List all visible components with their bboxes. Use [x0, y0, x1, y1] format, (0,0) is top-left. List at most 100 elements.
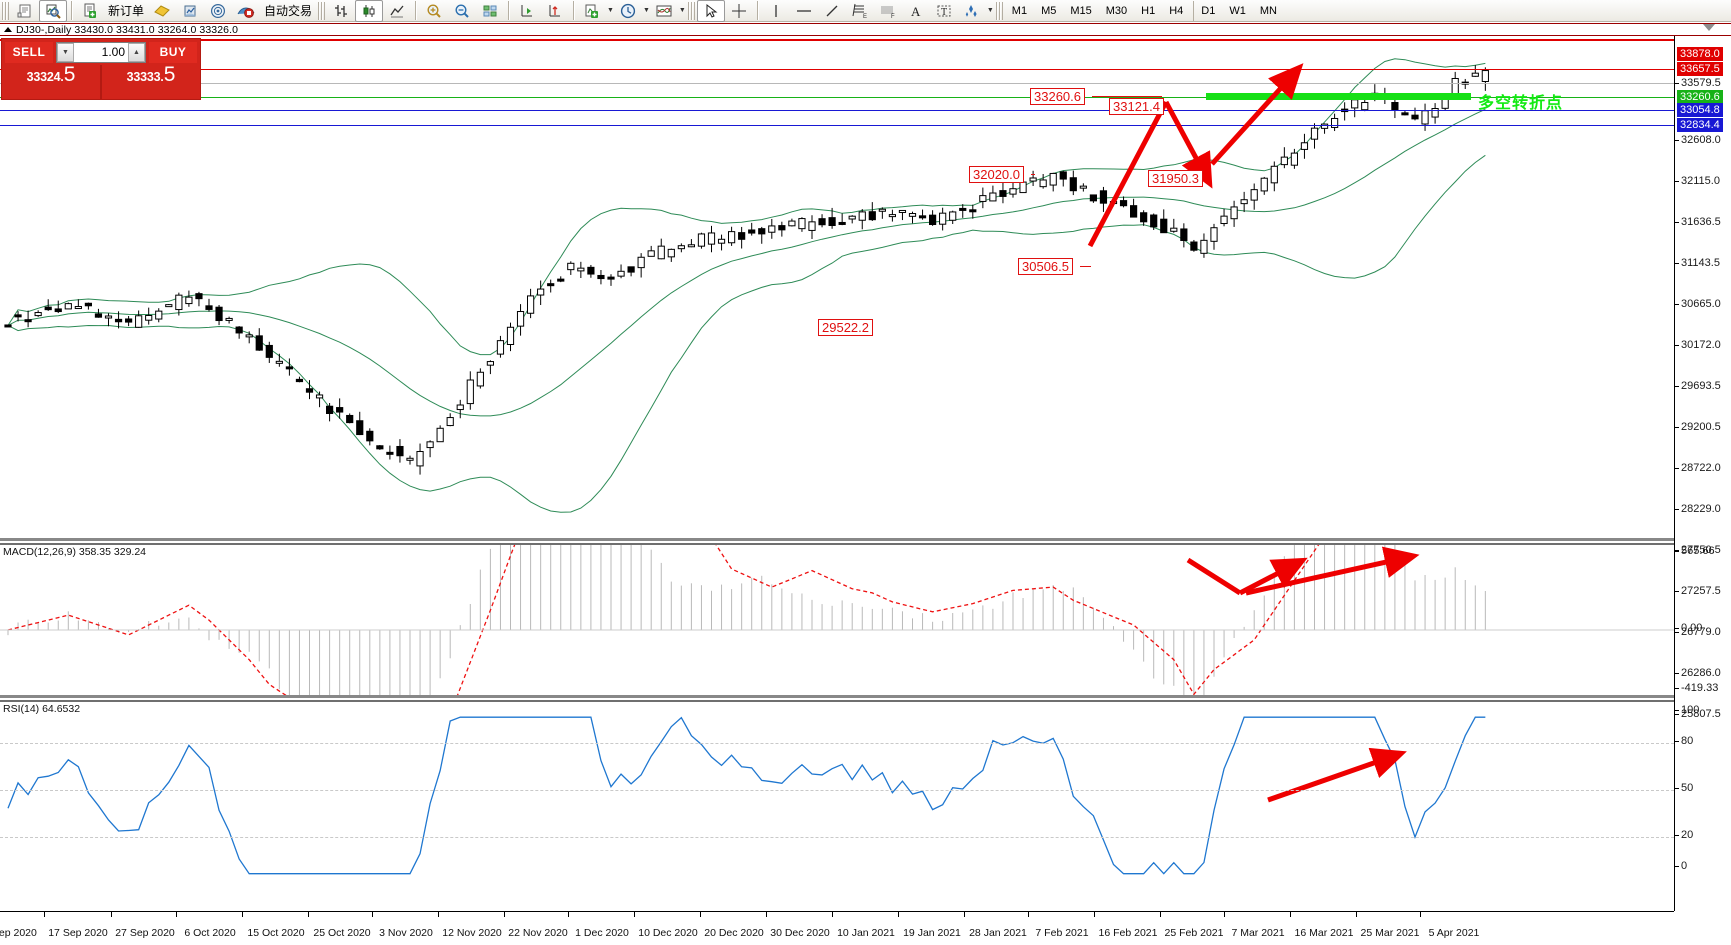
timeframe-m5[interactable]: M5 — [1034, 1, 1063, 21]
timeframe-m15[interactable]: M15 — [1063, 1, 1098, 21]
text-icon[interactable]: A — [902, 0, 930, 22]
toolbar-grip-4[interactable] — [996, 2, 1003, 20]
bar-chart-icon[interactable] — [327, 0, 355, 22]
price-annotation-31950-3[interactable]: 31950.3 — [1148, 170, 1203, 187]
line-chart-icon[interactable] — [383, 0, 411, 22]
horizontal-line-icon[interactable] — [790, 0, 818, 22]
toolbar-grip-2[interactable] — [318, 2, 325, 20]
macd-tick-000: 0.00 — [1675, 622, 1702, 634]
volume-increase-button[interactable]: ▲ — [128, 43, 145, 62]
cursor-icon[interactable] — [697, 0, 725, 22]
price-axis[interactable]: 33878.033657.533579.533260.633054.832834… — [1674, 36, 1731, 911]
price-annotation-32020-0[interactable]: 32020.0 — [969, 166, 1024, 183]
buy-price-frac: 5 — [164, 65, 176, 85]
market-watch-icon[interactable] — [39, 0, 67, 22]
time-label: 10 Jan 2021 — [837, 927, 895, 939]
templates-icon[interactable] — [650, 0, 678, 22]
volume-input[interactable]: ▼ 1.00 ▲ — [56, 42, 146, 63]
time-label: 5 Apr 2021 — [1429, 927, 1480, 939]
zoom-out-icon[interactable] — [448, 0, 476, 22]
rsi-pane[interactable]: RSI(14) 64.6532 — [0, 700, 1674, 913]
data-window-icon[interactable] — [176, 0, 204, 22]
time-tick-mark — [438, 912, 439, 917]
shapes-icon[interactable] — [958, 0, 986, 22]
equidistant-channel-icon[interactable]: F — [874, 0, 902, 22]
collapse-triangle-icon[interactable] — [4, 27, 12, 32]
terminal-icon[interactable] — [11, 0, 39, 22]
time-label: 1 Dec 2020 — [575, 927, 629, 939]
time-label: 25 Oct 2020 — [313, 927, 370, 939]
chinese-annotation: 多空转折点 — [1478, 89, 1563, 113]
sell-button[interactable]: SELL — [5, 42, 53, 63]
volume-value[interactable]: 1.00 — [74, 43, 128, 62]
toolbar-grip-3[interactable] — [688, 2, 695, 20]
trendline-icon[interactable] — [818, 0, 846, 22]
one-click-trading-panel[interactable]: SELL ▼ 1.00 ▲ BUY 33324.5 33333.5 — [1, 38, 201, 100]
price-annotation-29522-2[interactable]: 29522.2 — [818, 319, 873, 336]
chevron-down-icon-2[interactable]: ▼ — [643, 7, 650, 14]
time-axis[interactable]: 8 Sep 202017 Sep 202027 Sep 20206 Oct 20… — [0, 911, 1674, 945]
timeframe-h4[interactable]: H4 — [1162, 1, 1190, 21]
price-annotation-33260-6[interactable]: 33260.6 — [1030, 88, 1085, 105]
period-icon[interactable] — [614, 0, 642, 22]
time-tick-mark — [111, 912, 112, 917]
timeframe-d1[interactable]: D1 — [1193, 1, 1222, 21]
toolbar-separator — [71, 1, 72, 20]
time-label: 30 Dec 2020 — [770, 927, 830, 939]
macd-pane[interactable]: MACD(12,26,9) 358.35 329.24 — [0, 543, 1674, 697]
indicators-icon[interactable] — [578, 0, 606, 22]
price-annotation-33121-4[interactable]: 33121.4 — [1109, 98, 1164, 115]
price-tick-29200-5: 29200.5 — [1675, 421, 1721, 433]
auto-scroll-icon[interactable] — [541, 0, 569, 22]
time-tick-mark — [1290, 912, 1291, 917]
sell-price[interactable]: 33324.5 — [2, 65, 100, 99]
time-tick-mark — [1094, 912, 1095, 917]
price-chart-pane[interactable]: 33260.6 33121.4 32020.0 31950.3 30506.5 29522… — [0, 36, 1674, 538]
chevron-down-icon[interactable]: ▼ — [607, 7, 614, 14]
price-tick-27257-5: 27257.5 — [1675, 585, 1721, 597]
crosshair-icon[interactable] — [725, 0, 753, 22]
vertical-line-icon[interactable] — [762, 0, 790, 22]
text-label-icon[interactable]: T — [930, 0, 958, 22]
autotrading-label[interactable]: 自动交易 — [260, 2, 316, 19]
grid-icon[interactable] — [476, 0, 504, 22]
price-tick-32834-4: 32834.4 — [1677, 118, 1723, 132]
time-tick-mark — [700, 912, 701, 917]
zoom-in-icon[interactable] — [420, 0, 448, 22]
macd-tick-41933: -419.33 — [1675, 682, 1718, 694]
toolbar-separator-3 — [508, 1, 509, 20]
timeframe-m30[interactable]: M30 — [1099, 1, 1134, 21]
chevron-down-icon-3[interactable]: ▼ — [679, 7, 686, 14]
candlestick-chart-icon[interactable] — [355, 0, 383, 22]
pane-divider-1[interactable] — [0, 538, 1674, 541]
scroll-down-icon[interactable] — [1703, 24, 1715, 31]
timeframe-h1[interactable]: H1 — [1134, 1, 1162, 21]
svg-text:A: A — [911, 4, 921, 19]
shift-end-icon[interactable] — [513, 0, 541, 22]
price-tick-33878-0: 33878.0 — [1677, 47, 1723, 61]
timeframe-w1[interactable]: W1 — [1222, 1, 1253, 21]
navigator-icon[interactable] — [204, 0, 232, 22]
toolbar-grip[interactable] — [2, 2, 9, 20]
chevron-down-icon-4[interactable]: ▼ — [987, 7, 994, 14]
price-annotation-30506-5[interactable]: 30506.5 — [1018, 258, 1073, 275]
timeframe-mn[interactable]: MN — [1253, 1, 1284, 21]
pane-divider-2[interactable] — [0, 695, 1674, 698]
time-tick-mark — [1028, 912, 1029, 917]
rsi-tick-20: 20 — [1675, 829, 1693, 841]
sell-price-int: 33324 — [27, 70, 61, 84]
chevron-up-icon-vol: ▲ — [133, 49, 140, 56]
new-order-icon[interactable] — [76, 0, 104, 22]
time-label: 25 Feb 2021 — [1165, 927, 1224, 939]
buy-button[interactable]: BUY — [149, 42, 197, 63]
fibonacci-icon[interactable]: E — [846, 0, 874, 22]
price-tick-30172-0: 30172.0 — [1675, 339, 1721, 351]
buy-price[interactable]: 33333.5 — [102, 65, 200, 99]
autotrading-icon[interactable] — [232, 0, 260, 22]
price-tick-33260-6: 33260.6 — [1677, 90, 1723, 104]
expert-advisor-icon[interactable] — [148, 0, 176, 22]
volume-decrease-button[interactable]: ▼ — [57, 43, 74, 62]
new-order-label[interactable]: 新订单 — [104, 2, 148, 19]
timeframe-m1[interactable]: M1 — [1005, 1, 1034, 21]
macd-label: MACD(12,26,9) 358.35 329.24 — [3, 546, 146, 558]
